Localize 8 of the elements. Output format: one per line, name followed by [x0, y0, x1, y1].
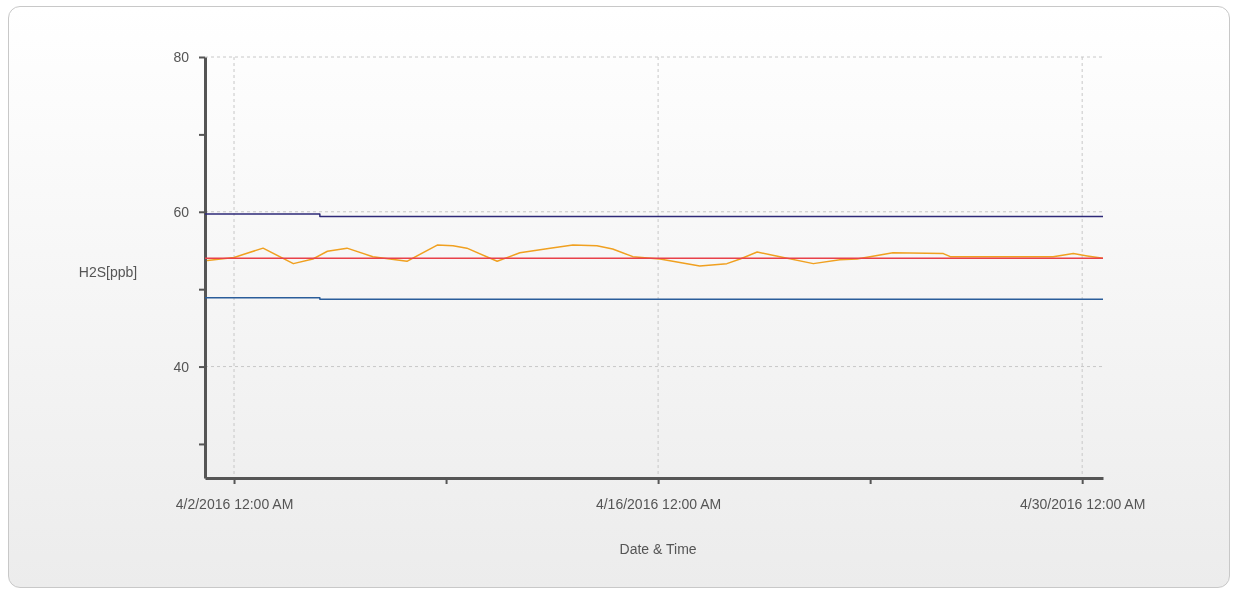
- y-tick-label: 80: [173, 48, 190, 65]
- x-tick-label: 4/2/2016 12:00 AM: [175, 496, 294, 513]
- x-axis-title: Date & Time: [619, 541, 697, 557]
- x-tick-label: 4/30/2016 12:00 AM: [1020, 496, 1146, 513]
- x-tick-label: 4/16/2016 12:00 AM: [595, 496, 722, 513]
- y-tick-label: 60: [173, 203, 190, 220]
- y-axis-title: H2S[ppb]: [78, 264, 138, 280]
- y-tick-label: 40: [173, 358, 190, 375]
